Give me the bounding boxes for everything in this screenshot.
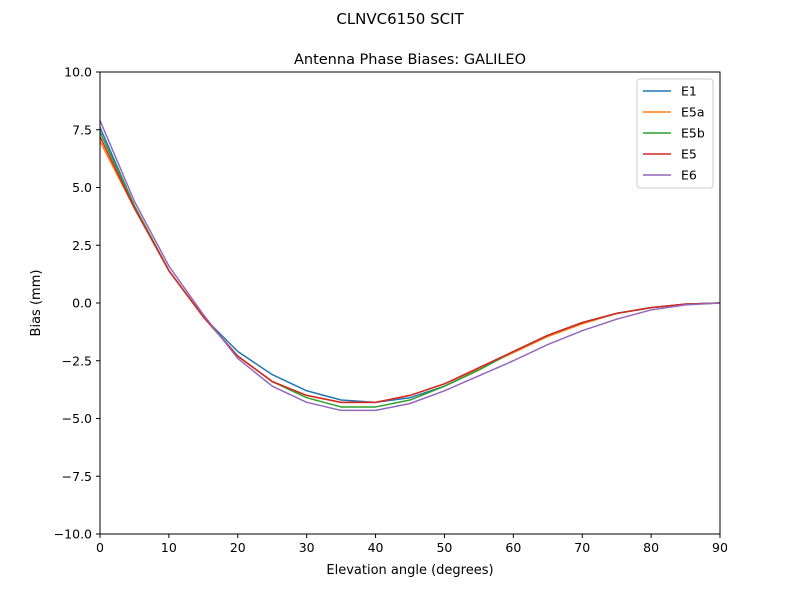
y-tick-label: −2.5 — [62, 353, 92, 368]
x-tick-label: 20 — [230, 540, 246, 555]
series-line-e6 — [99, 120, 721, 412]
x-tick-label: 80 — [643, 540, 659, 555]
legend-label-e6: E6 — [681, 168, 697, 183]
y-tick-label: −7.5 — [62, 469, 92, 484]
x-tick-label: 60 — [505, 540, 521, 555]
x-tick-label: 90 — [712, 540, 728, 555]
y-tick-label: 2.5 — [72, 238, 92, 253]
y-tick-label: −10.0 — [54, 527, 92, 542]
x-axis-label: Elevation angle (degrees) — [326, 563, 493, 578]
x-tick-label: 10 — [161, 540, 177, 555]
x-tick-label: 70 — [574, 540, 590, 555]
series-line-e5 — [99, 136, 721, 404]
legend-box — [636, 78, 714, 189]
y-tick-label: 5.0 — [72, 180, 92, 195]
x-tick-label: 0 — [96, 540, 104, 555]
x-tick-label: 40 — [368, 540, 384, 555]
series-line-e5b — [99, 131, 721, 408]
series-line-e1 — [99, 127, 721, 404]
y-tick-label: 10.0 — [64, 65, 92, 80]
legend-label-e1: E1 — [681, 84, 697, 99]
chart-title: Antenna Phase Biases: GALILEO — [294, 52, 526, 68]
y-tick-label: −5.0 — [62, 411, 92, 426]
x-tick-label: 30 — [299, 540, 315, 555]
y-tick-label: 0.0 — [72, 296, 92, 311]
x-tick-label: 50 — [436, 540, 452, 555]
y-tick-label: 7.5 — [72, 122, 92, 137]
series-line-e5a — [99, 140, 721, 404]
figure-suptitle: CLNVC6150 SCIT — [336, 10, 464, 28]
legend: E1 E5a E5b E5 E6 — [636, 78, 714, 189]
ticks-layer: 0 10 20 30 40 50 60 70 80 90 −10.0 −7.5 −5.0 −2.5 0.0 2… — [54, 65, 728, 556]
legend-label-e5a: E5a — [681, 105, 705, 120]
series-layer — [99, 120, 721, 412]
y-axis-label: Bias (mm) — [29, 270, 44, 337]
legend-label-e5b: E5b — [681, 126, 705, 141]
legend-label-e5: E5 — [681, 147, 697, 162]
